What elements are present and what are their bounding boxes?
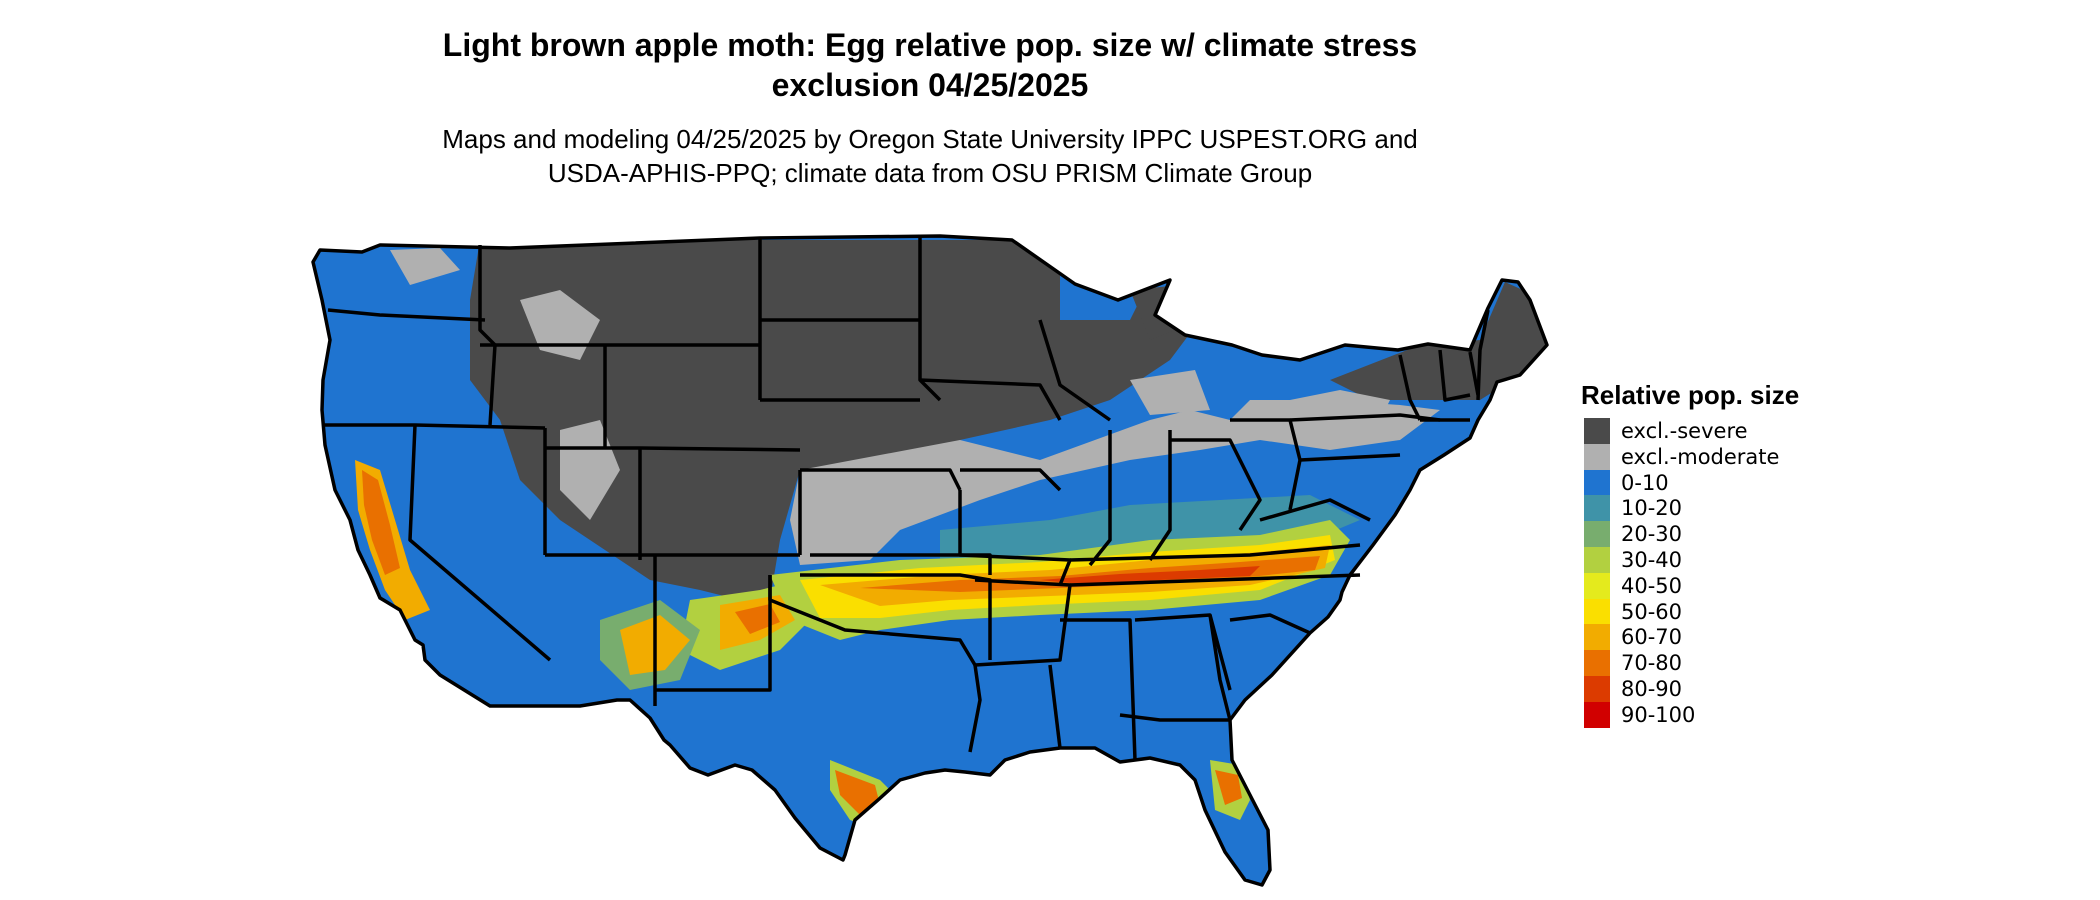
legend-swatch	[1584, 624, 1610, 651]
legend-label: 40-50	[1621, 573, 1683, 598]
legend-label: 0-10	[1621, 470, 1669, 495]
legend-label: 50-60	[1621, 599, 1683, 624]
legend-swatch	[1584, 495, 1610, 522]
map-title-line1: Light brown apple moth: Egg relative pop…	[442, 27, 1418, 63]
legend-swatch	[1584, 676, 1610, 702]
map-subtitle-line2: USDA-APHIS-PPQ; climate data from OSU PR…	[547, 158, 1313, 188]
legend-swatch	[1584, 701, 1610, 728]
legend-label: 30-40	[1621, 548, 1683, 572]
map-subtitle-line1: Maps and modeling 04/25/2025 by Oregon S…	[442, 124, 1418, 154]
legend-label: 80-90	[1621, 677, 1683, 701]
legend-swatch	[1584, 443, 1610, 470]
legend-label: 90-100	[1621, 702, 1696, 727]
legend-swatch	[1584, 572, 1610, 599]
map-title-line2: exclusion 04/25/2025	[771, 67, 1089, 103]
legend-swatch	[1584, 598, 1610, 625]
legend-label: 20-30	[1621, 522, 1683, 547]
legend-label: excl.-moderate	[1621, 444, 1780, 469]
legend-label: 10-20	[1621, 496, 1683, 521]
legend-label: 60-70	[1621, 625, 1683, 650]
legend-swatch	[1584, 650, 1610, 677]
legend-swatch	[1584, 418, 1610, 444]
legend-label: 70-80	[1621, 651, 1683, 676]
legend-label: excl.-severe	[1621, 419, 1748, 443]
legend-swatch	[1584, 469, 1610, 496]
legend-swatch	[1584, 547, 1610, 573]
us-population-map	[311, 234, 1549, 887]
legend-swatch	[1584, 521, 1610, 548]
legend-title: Relative pop. size	[1581, 380, 1800, 410]
